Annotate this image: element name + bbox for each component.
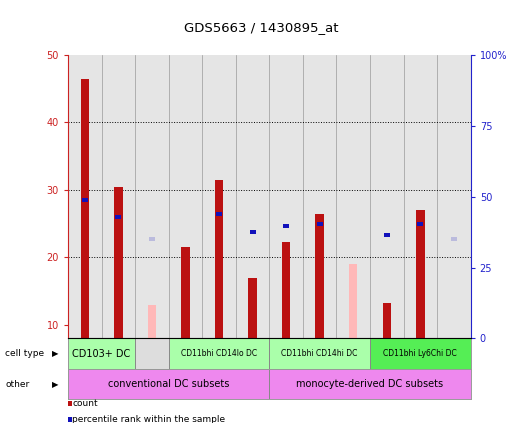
Bar <box>349 264 357 338</box>
Bar <box>82 198 88 201</box>
Bar <box>404 55 437 338</box>
Text: CD11bhi CD14lo DC: CD11bhi CD14lo DC <box>181 349 257 358</box>
Bar <box>437 55 471 338</box>
Text: CD103+ DC: CD103+ DC <box>72 349 131 359</box>
Bar <box>236 55 269 338</box>
Bar <box>101 55 135 338</box>
Text: conventional DC subsets: conventional DC subsets <box>108 379 230 389</box>
Bar <box>68 55 101 338</box>
Bar <box>383 302 391 338</box>
Text: monocyte-derived DC subsets: monocyte-derived DC subsets <box>297 379 444 389</box>
Bar <box>216 212 222 216</box>
Bar <box>384 233 390 237</box>
Bar <box>315 214 324 338</box>
Text: count: count <box>72 399 98 408</box>
Bar <box>181 247 190 338</box>
Bar <box>135 55 168 338</box>
Bar <box>215 180 223 338</box>
Bar <box>417 222 424 225</box>
Bar <box>303 55 336 338</box>
Bar <box>202 55 236 338</box>
Text: GDS5663 / 1430895_at: GDS5663 / 1430895_at <box>184 21 339 34</box>
Bar <box>147 305 156 338</box>
Bar <box>168 55 202 338</box>
Bar <box>115 214 121 219</box>
Text: CD11bhi Ly6Chi DC: CD11bhi Ly6Chi DC <box>383 349 457 358</box>
Bar <box>81 79 89 338</box>
Bar <box>269 338 370 369</box>
Bar <box>370 338 471 369</box>
Bar <box>416 210 425 338</box>
Bar <box>68 369 269 399</box>
Bar <box>370 55 404 338</box>
Bar <box>336 55 370 338</box>
Bar <box>114 187 122 338</box>
Bar <box>269 369 471 399</box>
Text: cell type: cell type <box>5 349 44 358</box>
Bar <box>283 225 289 228</box>
Text: CD11bhi CD14hi DC: CD11bhi CD14hi DC <box>281 349 358 358</box>
Text: ▶: ▶ <box>52 349 58 358</box>
Bar <box>451 237 457 241</box>
Bar <box>316 222 323 225</box>
Bar <box>249 230 256 234</box>
Bar <box>282 242 290 338</box>
Text: percentile rank within the sample: percentile rank within the sample <box>72 415 225 423</box>
Text: ▶: ▶ <box>52 379 58 389</box>
Text: other: other <box>5 379 29 389</box>
Bar <box>68 338 135 369</box>
Bar <box>149 237 155 241</box>
Bar <box>269 55 303 338</box>
Bar <box>168 338 269 369</box>
Bar <box>248 277 257 338</box>
